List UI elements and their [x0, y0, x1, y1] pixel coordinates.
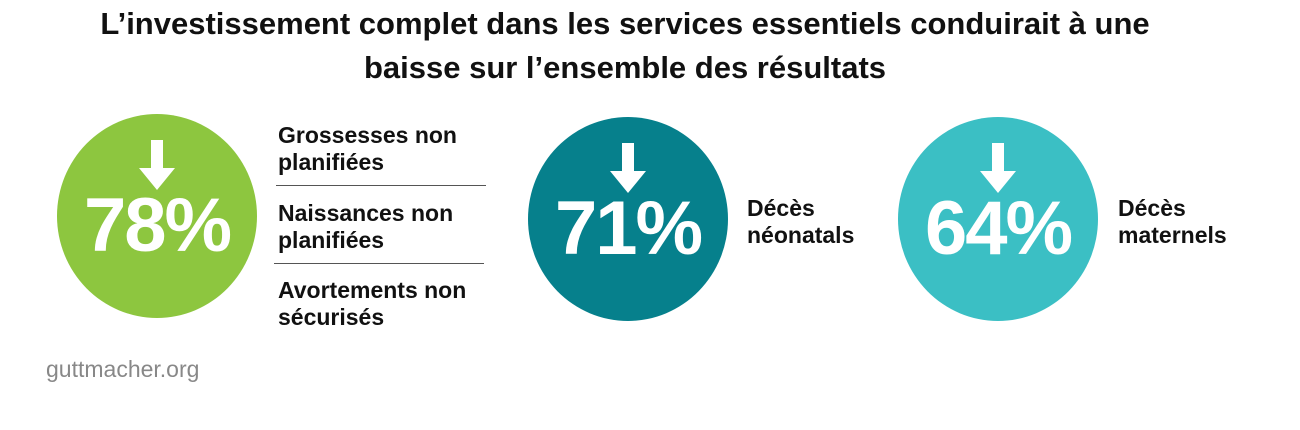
- stat-circle-71: 71%: [528, 117, 728, 321]
- arrow-down-icon: [139, 140, 175, 190]
- stat-label: Avortements non sécurisés: [278, 277, 467, 330]
- stat-label: Décès maternels: [1118, 195, 1227, 248]
- stat-circle-64: 64%: [898, 117, 1098, 321]
- stat-label: Décès néonatals: [747, 195, 855, 248]
- stat-label: Grossesses non planifiées: [278, 122, 457, 175]
- arrow-down-icon: [980, 143, 1016, 193]
- stat-label: Naissances non planifiées: [278, 200, 454, 253]
- divider: [276, 185, 486, 186]
- stat-circle-78: 78%: [57, 114, 257, 318]
- divider: [274, 263, 484, 264]
- arrow-down-icon: [610, 143, 646, 193]
- page-title: L’investissement complet dans les servic…: [100, 6, 1150, 85]
- footer-source: guttmacher.org: [46, 356, 200, 382]
